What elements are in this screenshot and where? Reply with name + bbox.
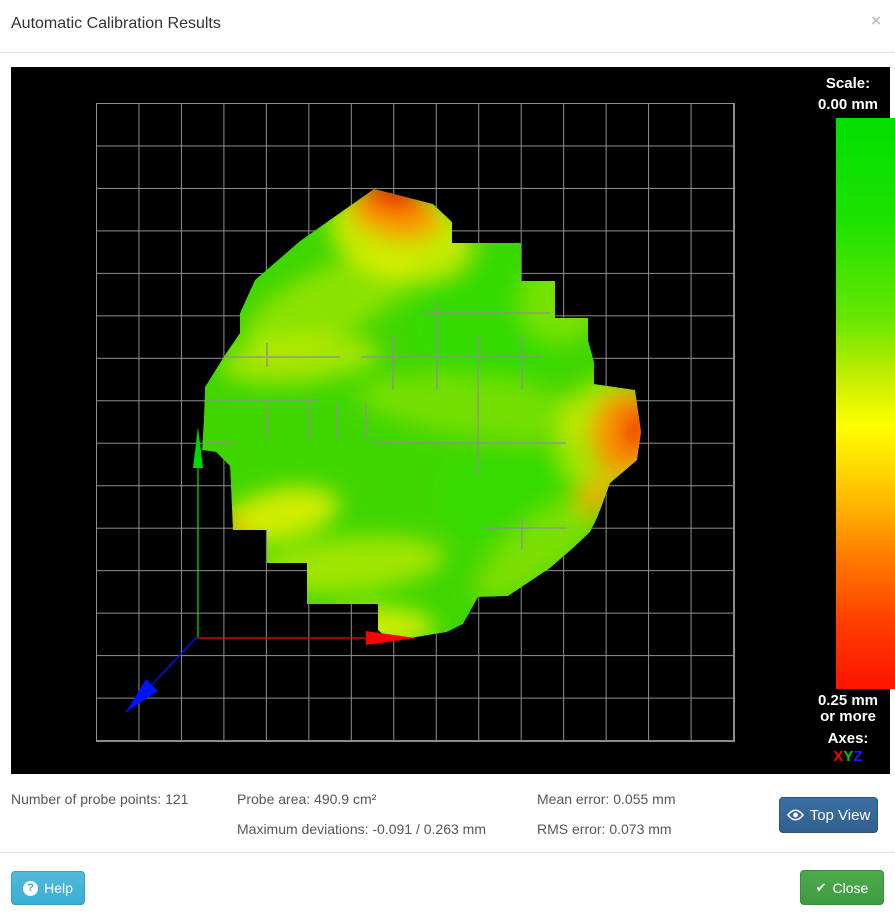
heightmap-surface: [125, 189, 641, 713]
stat-probe-points: Number of probe points: 121: [11, 791, 189, 807]
close-icon[interactable]: ×: [871, 11, 881, 30]
axes-legend-title: Axes:: [827, 730, 869, 747]
scale-max-label: 0.25 mm: [817, 692, 879, 709]
axis-z-label: Z: [853, 748, 863, 765]
top-view-label: Top View: [809, 806, 871, 824]
close-label: Close: [832, 879, 869, 896]
axis-x-label: X: [833, 748, 844, 765]
scale-legend: Scale: 0.00 mm 0.25 mm or more Axes: XYZ: [796, 67, 895, 774]
stat-rms-error: RMS error: 0.073 mm: [537, 821, 672, 837]
stat-probe-area: Probe area: 490.9 cm²: [237, 791, 377, 807]
calibration-3d-view[interactable]: Scale: 0.00 mm 0.25 mm or more Axes: XYZ: [11, 67, 895, 774]
help-label: Help: [44, 880, 73, 896]
top-view-button[interactable]: Top View: [779, 797, 878, 833]
header-divider: [0, 52, 895, 53]
axes-legend-letters: XYZ: [796, 748, 895, 765]
scale-max-label-2: or more: [820, 708, 876, 725]
check-icon: ✔: [815, 879, 827, 895]
close-button[interactable]: ✔ Close: [800, 870, 884, 905]
stat-mean-error: Mean error: 0.055 mm: [537, 791, 676, 807]
stat-max-deviations: Maximum deviations: -0.091 / 0.263 mm: [237, 821, 487, 837]
probe-grid-marks: [203, 300, 567, 550]
dialog-title: Automatic Calibration Results: [11, 15, 221, 32]
eye-icon: [786, 809, 804, 821]
scale-title: Scale:: [825, 75, 871, 92]
axes-arrows: [125, 427, 415, 713]
color-scale-bar: [836, 118, 895, 689]
scale-min-label: 0.00 mm: [817, 96, 879, 113]
help-button[interactable]: ? Help: [11, 871, 85, 905]
question-circle-icon: ?: [23, 880, 39, 896]
footer-divider: [0, 852, 895, 853]
deviation-patches: [217, 189, 641, 638]
axis-y-label: Y: [843, 748, 854, 765]
